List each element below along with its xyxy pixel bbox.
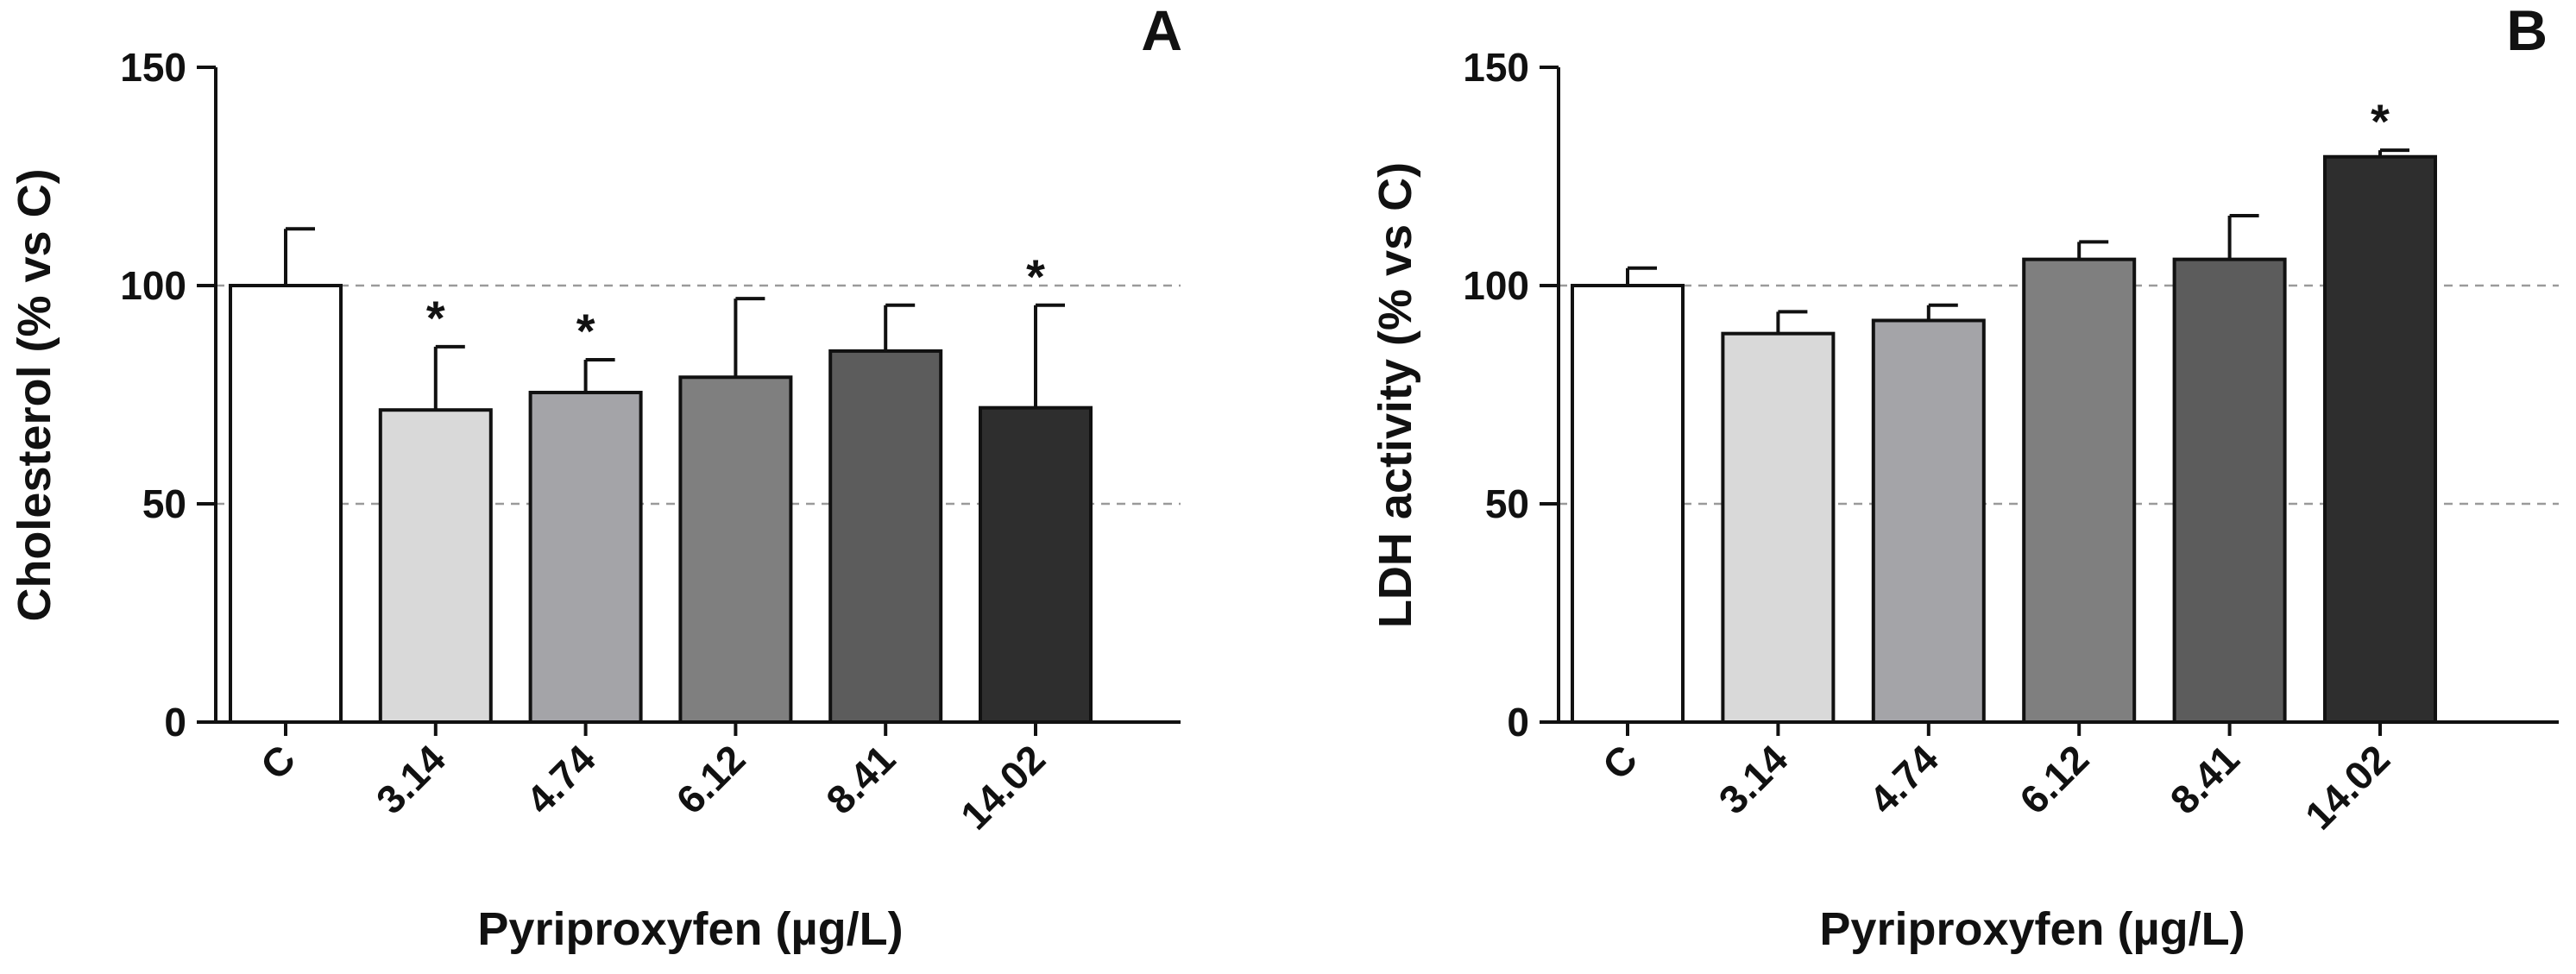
bar-6.12 — [2022, 257, 2137, 724]
bar-8.41 — [2172, 257, 2287, 724]
bar-3.14 — [1721, 331, 1836, 724]
bar-6.12 — [678, 375, 793, 724]
y-axis-title: LDH activity (% vs C) — [1370, 162, 1421, 628]
x-tick-label: 3.14 — [1710, 736, 1796, 822]
x-tick-label: 6.12 — [2011, 736, 2097, 822]
x-tick-label: 14.02 — [952, 736, 1054, 838]
x-tick-label: 4.74 — [518, 736, 604, 822]
y-tick-label: 0 — [164, 700, 186, 745]
y-tick-label: 100 — [120, 263, 186, 308]
x-tick-label: C — [1594, 736, 1646, 788]
bar-8.41 — [828, 349, 943, 724]
y-tick-label: 100 — [1463, 263, 1529, 308]
y-tick-label: 50 — [1485, 481, 1529, 526]
x-tick-label: C — [252, 736, 304, 788]
panel-letter: A — [1141, 0, 1182, 62]
y-tick-label: 50 — [142, 481, 186, 526]
x-tick-label: 14.02 — [2296, 736, 2398, 838]
bar-3.14 — [378, 408, 493, 724]
y-tick-label: 0 — [1507, 700, 1529, 745]
significance-marker: * — [576, 304, 595, 358]
x-axis-title: Pyriproxyfen (µg/L) — [477, 903, 903, 955]
y-axis-title: Cholesterol (% vs C) — [9, 168, 60, 621]
x-tick-label: 8.41 — [2162, 736, 2248, 822]
x-tick-label: 4.74 — [1861, 736, 1947, 822]
bar-14.02 — [2323, 154, 2437, 725]
x-tick-label: 3.14 — [368, 736, 454, 822]
y-tick-label: 150 — [1463, 45, 1529, 90]
significance-marker: * — [2371, 94, 2390, 148]
panel-A: C * 3.14 * 4.74 6.12 8.41 * 14.02 0 50 100 150 Choles… — [9, 0, 1182, 955]
significance-marker: * — [426, 291, 445, 345]
y-tick-label: 150 — [120, 45, 186, 90]
x-tick-label: 6.12 — [667, 736, 753, 822]
bar-C — [229, 284, 343, 724]
x-tick-label: 8.41 — [817, 736, 904, 822]
panel-letter: B — [2506, 0, 2548, 62]
panel-B: C 3.14 4.74 6.12 8.41 * 14.02 0 50 100 150 LDH acti… — [1370, 0, 2559, 955]
bar-C — [1571, 284, 1685, 724]
x-axis-title: Pyriproxyfen (µg/L) — [1819, 903, 2245, 955]
bar-14.02 — [979, 405, 1093, 724]
bar-4.74 — [1871, 318, 1986, 724]
significance-marker: * — [1026, 249, 1045, 304]
bar-4.74 — [528, 390, 643, 724]
